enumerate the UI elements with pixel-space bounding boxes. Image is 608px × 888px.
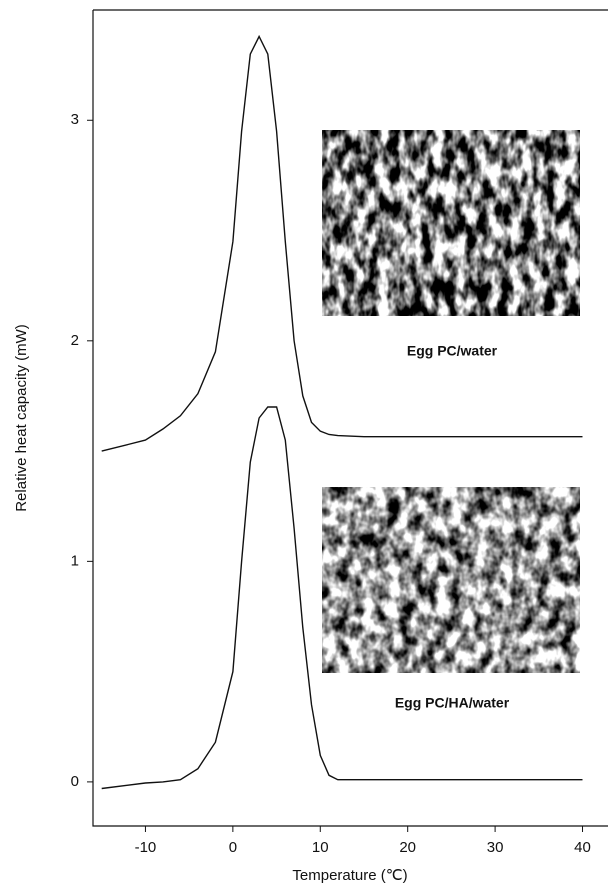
micrograph-texture: [322, 130, 580, 316]
micrograph-texture: [322, 487, 580, 673]
y-tick-label: 1: [71, 552, 79, 569]
y-axis-label: Relative heat capacity (mW): [13, 324, 30, 512]
x-tick-label: 0: [229, 839, 237, 856]
annotation: Egg PC/water: [407, 343, 498, 359]
x-tick-label: -10: [135, 839, 157, 856]
annotation: Egg PC/HA/water: [395, 695, 510, 711]
data-line: [101, 34, 583, 452]
x-tick-label: 20: [399, 839, 416, 856]
x-axis-label: Temperature (℃): [292, 867, 407, 884]
y-tick-label: 2: [71, 332, 79, 349]
axis-frame: [92, 9, 608, 827]
data-line: [101, 406, 583, 790]
x-tick-label: 40: [574, 839, 591, 856]
x-tick-label: 30: [487, 839, 504, 856]
y-tick-label: 3: [71, 111, 79, 128]
x-tick-label: 10: [312, 839, 329, 856]
y-tick-label: 0: [71, 773, 79, 790]
